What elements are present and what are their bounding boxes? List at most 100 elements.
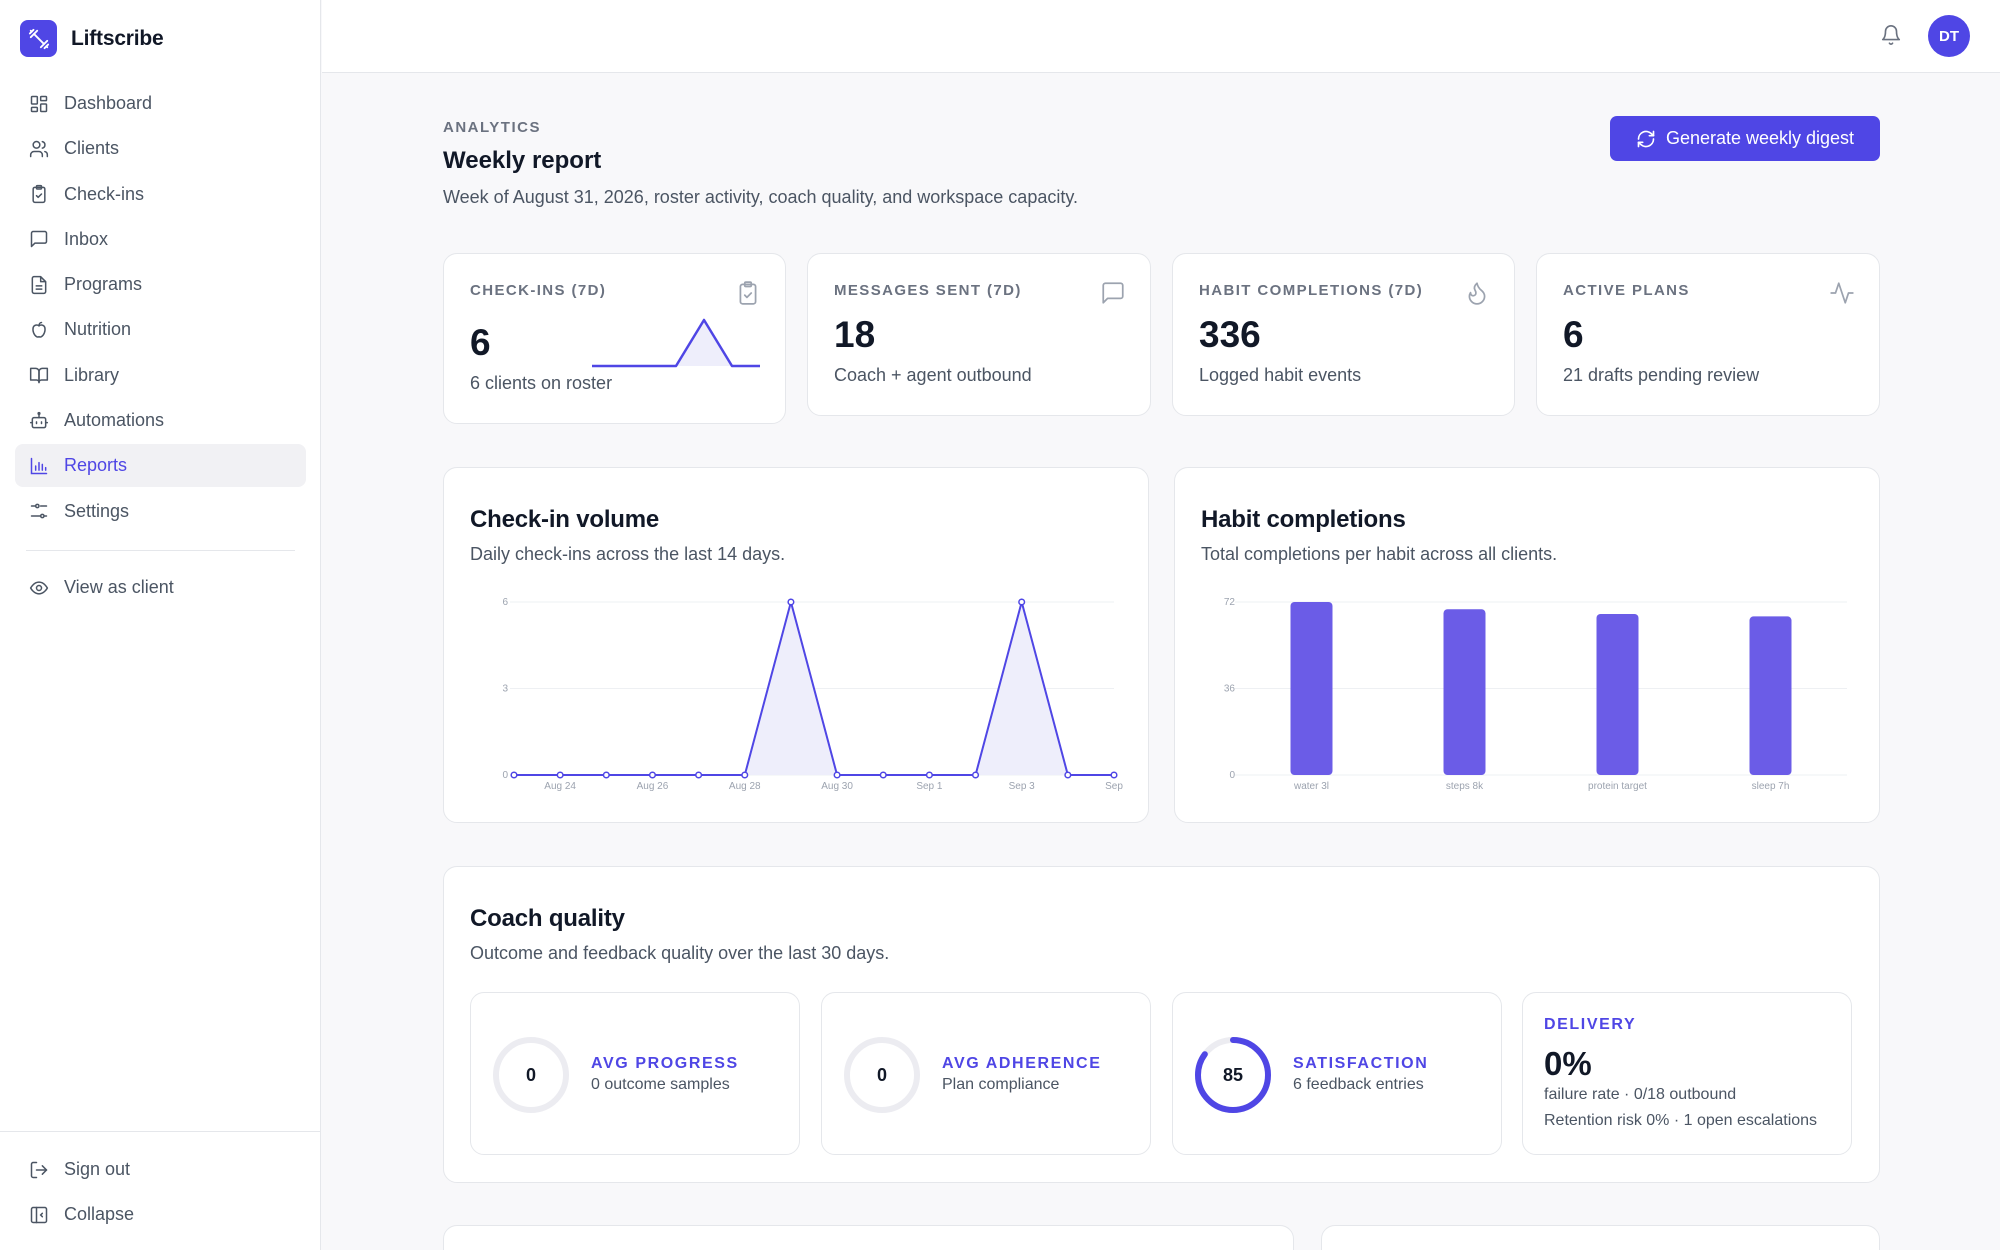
sidebar-item-library[interactable]: Library: [15, 354, 306, 397]
ring-progress: [1195, 1037, 1271, 1113]
kpi-card-check-ins: CHECK-INS (7D) 6 6 clients on roster: [443, 253, 786, 424]
section-eyebrow: ANALYTICS: [443, 119, 541, 136]
ring-track: [493, 1037, 569, 1113]
habit-completions-panel: Habit completions Total completions per …: [1174, 467, 1880, 823]
kpi-subtext: 21 drafts pending review: [1563, 365, 1760, 385]
sidebar-item-label: Clients: [64, 138, 120, 159]
delivery-label: DELIVERY: [1544, 1016, 1637, 1033]
kpi-card-active-plans: ACTIVE PLANS 6 21 drafts pending review: [1536, 253, 1880, 416]
quality-subtext: Plan compliance: [942, 1076, 1060, 1093]
sidebar-item-settings[interactable]: Settings: [15, 490, 306, 533]
ring-value: 85: [1222, 1064, 1244, 1085]
users-icon: [29, 140, 49, 158]
data-point: [602, 771, 610, 779]
sparkline-line: [592, 318, 760, 368]
kpi-subtext: 6 clients on roster: [470, 373, 613, 393]
data-point: [971, 771, 980, 779]
sidebar-divider: [26, 550, 295, 551]
progress-ring: [844, 1037, 920, 1113]
delivery-retention-risk: Retention risk 0% · 1 open escalations: [1544, 1112, 1818, 1129]
clipboard-check-icon: [735, 280, 761, 306]
y-tick-label: 0: [1229, 770, 1235, 781]
apple-icon: [32, 321, 46, 338]
eye-icon: [29, 580, 49, 595]
kpi-card-habit-completions: HABIT COMPLETIONS (7D) 336 Logged habit …: [1172, 253, 1515, 416]
sidebar-item-check-ins[interactable]: Check-ins: [15, 173, 306, 216]
data-point: [648, 771, 657, 779]
quality-subtext: 6 feedback entries: [1293, 1076, 1424, 1093]
quality-label: SATISFACTION: [1293, 1055, 1429, 1072]
sidebar-item-programs[interactable]: Programs: [15, 263, 306, 306]
data-point: [695, 771, 703, 779]
panel-subtitle: Total completions per habit across all c…: [1201, 544, 1558, 564]
panel-subtitle: Outcome and feedback quality over the la…: [470, 943, 890, 963]
sidebar-item-label: Settings: [64, 500, 130, 521]
panel-title: Habit completions: [1201, 506, 1406, 533]
x-tick-label: sleep 7h: [1752, 781, 1790, 792]
generate-weekly-digest-label: Generate weekly digest: [1665, 128, 1855, 148]
sidebar-item-reports[interactable]: Reports: [15, 444, 306, 488]
sidebar-item-inbox[interactable]: Inbox: [15, 218, 306, 261]
sidebar-item-dashboard[interactable]: Dashboard: [15, 82, 306, 125]
kpi-value: 6: [1563, 314, 1584, 355]
flame-icon: [1464, 280, 1490, 306]
x-tick-label: protein target: [1588, 781, 1647, 792]
check-ins-sparkline: [592, 318, 760, 368]
log-out-icon: [30, 1161, 48, 1178]
data-point: [741, 771, 749, 779]
data-point: [510, 771, 518, 779]
avatar[interactable]: DT: [1928, 15, 1970, 57]
refresh-icon: [1637, 130, 1655, 147]
ring-value: 0: [525, 1064, 536, 1085]
check-in-volume-chart: 0 3 6 Aug 24 Aug 26 Aug 28 Aug 30 Sep 1 Sep 3 Sep: [502, 597, 1123, 792]
sidebar-item-label: Check-ins: [64, 183, 145, 204]
quality-card-avg-progress: 0 AVG PROGRESS 0 outcome samples: [470, 992, 800, 1155]
dumbbell-icon: [20, 20, 57, 57]
habit-completions-chart: 0 36 72 water 3l steps 8k protein target sleep…: [1224, 597, 1847, 792]
kpi-subtext: Coach + agent outbound: [834, 365, 1032, 385]
panel-subtitle: Daily check-ins across the last 14 days.: [470, 544, 786, 564]
bottom-panel-left: [443, 1225, 1294, 1250]
data-point: [556, 771, 564, 779]
sign-out-button[interactable]: Sign out: [15, 1148, 306, 1191]
sidebar-item-label: Automations: [64, 410, 165, 431]
x-tick-label: water 3l: [1293, 781, 1329, 792]
sidebar-item-nutrition[interactable]: Nutrition: [15, 308, 306, 351]
view-as-client-link[interactable]: View as client: [15, 566, 306, 609]
quality-subtext: 0 outcome samples: [591, 1076, 730, 1093]
bell-icon[interactable]: [1880, 24, 1902, 46]
sidebar-item-label: Library: [64, 364, 120, 385]
y-tick-label: 36: [1224, 684, 1236, 695]
ring-value: 0: [876, 1064, 887, 1085]
panel-title: Check-in volume: [470, 506, 660, 533]
x-tick-label: Aug 26: [637, 781, 669, 792]
y-tick-label: 3: [502, 684, 508, 695]
sign-out-label: Sign out: [64, 1159, 131, 1179]
sidebar-item-clients[interactable]: Clients: [15, 127, 306, 170]
kpi-label: MESSAGES SENT (7D): [834, 282, 1022, 299]
collapse-button[interactable]: Collapse: [15, 1193, 306, 1236]
data-point: [879, 771, 887, 779]
sidebar-item-label: Inbox: [64, 228, 109, 249]
brand-name: Liftscribe: [71, 26, 164, 50]
x-tick-label: Sep 3: [1009, 781, 1036, 792]
sidebar-item-automations[interactable]: Automations: [15, 399, 306, 442]
generate-weekly-digest-button[interactable]: Generate weekly digest: [1610, 116, 1880, 161]
topbar: [322, 0, 2000, 73]
quality-card-avg-adherence: 0 AVG ADHERENCE Plan compliance: [821, 992, 1151, 1155]
data-point: [833, 771, 841, 779]
sparkline-area: [592, 320, 760, 366]
kpi-label: ACTIVE PLANS: [1563, 282, 1690, 299]
x-tick-label: Aug 28: [729, 781, 761, 792]
x-tick-label: Aug 30: [821, 781, 853, 792]
ring-track: [844, 1037, 920, 1113]
view-as-client-label: View as client: [64, 577, 174, 597]
data-point: [1018, 598, 1026, 606]
x-tick-label: steps 8k: [1446, 781, 1484, 792]
brand[interactable]: Liftscribe: [20, 20, 164, 57]
bot-icon: [29, 411, 49, 428]
kpi-subtext: Logged habit events: [1199, 365, 1362, 385]
data-point: [1064, 771, 1072, 779]
bar-chart-icon: [30, 457, 48, 475]
check-in-volume-panel: Check-in volume Daily check-ins across t…: [443, 467, 1149, 823]
